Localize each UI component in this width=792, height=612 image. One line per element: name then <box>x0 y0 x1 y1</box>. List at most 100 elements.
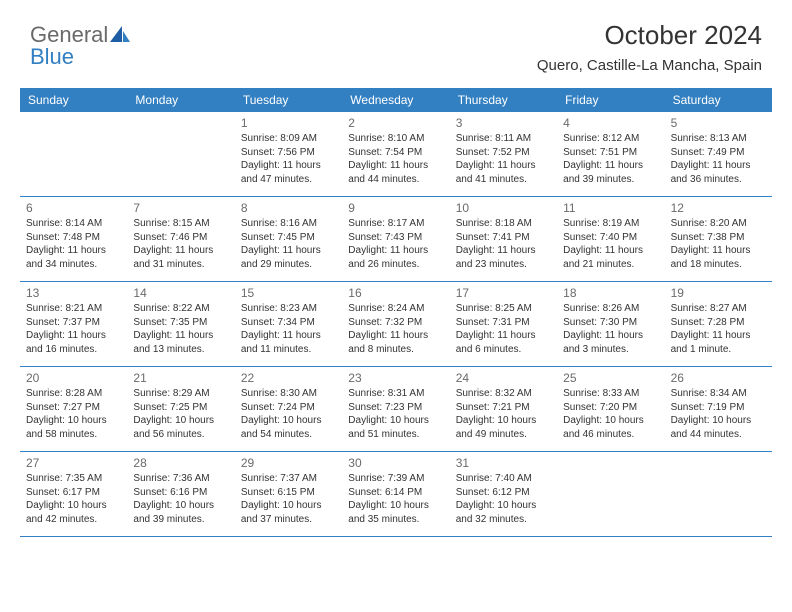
daylight-text: Daylight: 10 hours <box>671 414 766 428</box>
day-number: 7 <box>133 200 228 216</box>
calendar: Sunday Monday Tuesday Wednesday Thursday… <box>20 88 772 537</box>
sunset-text: Sunset: 7:49 PM <box>671 146 766 160</box>
day-header-cell: Wednesday <box>342 88 449 112</box>
daylight-text: Daylight: 11 hours <box>348 329 443 343</box>
calendar-cell: 7Sunrise: 8:15 AMSunset: 7:46 PMDaylight… <box>127 197 234 281</box>
week-row: 27Sunrise: 7:35 AMSunset: 6:17 PMDayligh… <box>20 452 772 537</box>
daylight-text: Daylight: 11 hours <box>456 244 551 258</box>
daylight-text: Daylight: 11 hours <box>671 159 766 173</box>
day-number: 9 <box>348 200 443 216</box>
sunrise-text: Sunrise: 8:16 AM <box>241 217 336 231</box>
calendar-cell: 30Sunrise: 7:39 AMSunset: 6:14 PMDayligh… <box>342 452 449 536</box>
daylight-text: Daylight: 11 hours <box>671 244 766 258</box>
daylight-text: and 26 minutes. <box>348 258 443 272</box>
calendar-cell: 14Sunrise: 8:22 AMSunset: 7:35 PMDayligh… <box>127 282 234 366</box>
calendar-cell: 29Sunrise: 7:37 AMSunset: 6:15 PMDayligh… <box>235 452 342 536</box>
sunset-text: Sunset: 7:20 PM <box>563 401 658 415</box>
daylight-text: Daylight: 11 hours <box>456 159 551 173</box>
daylight-text: and 11 minutes. <box>241 343 336 357</box>
daylight-text: and 44 minutes. <box>348 173 443 187</box>
day-number: 22 <box>241 370 336 386</box>
daylight-text: and 32 minutes. <box>456 513 551 527</box>
day-number: 18 <box>563 285 658 301</box>
sunset-text: Sunset: 7:54 PM <box>348 146 443 160</box>
sunrise-text: Sunrise: 8:27 AM <box>671 302 766 316</box>
sunrise-text: Sunrise: 8:19 AM <box>563 217 658 231</box>
daylight-text: Daylight: 11 hours <box>348 244 443 258</box>
daylight-text: and 41 minutes. <box>456 173 551 187</box>
brand-word2: Blue <box>30 44 74 69</box>
calendar-cell: 1Sunrise: 8:09 AMSunset: 7:56 PMDaylight… <box>235 112 342 196</box>
sunset-text: Sunset: 7:19 PM <box>671 401 766 415</box>
calendar-cell: 18Sunrise: 8:26 AMSunset: 7:30 PMDayligh… <box>557 282 664 366</box>
calendar-cell: 13Sunrise: 8:21 AMSunset: 7:37 PMDayligh… <box>20 282 127 366</box>
calendar-cell: 22Sunrise: 8:30 AMSunset: 7:24 PMDayligh… <box>235 367 342 451</box>
sunrise-text: Sunrise: 8:17 AM <box>348 217 443 231</box>
sunset-text: Sunset: 7:41 PM <box>456 231 551 245</box>
daylight-text: Daylight: 11 hours <box>563 159 658 173</box>
calendar-cell: 21Sunrise: 8:29 AMSunset: 7:25 PMDayligh… <box>127 367 234 451</box>
sunrise-text: Sunrise: 8:31 AM <box>348 387 443 401</box>
daylight-text: Daylight: 11 hours <box>241 329 336 343</box>
sunset-text: Sunset: 6:14 PM <box>348 486 443 500</box>
daylight-text: Daylight: 10 hours <box>133 499 228 513</box>
calendar-cell: 25Sunrise: 8:33 AMSunset: 7:20 PMDayligh… <box>557 367 664 451</box>
sunset-text: Sunset: 7:35 PM <box>133 316 228 330</box>
daylight-text: and 49 minutes. <box>456 428 551 442</box>
sunrise-text: Sunrise: 8:09 AM <box>241 132 336 146</box>
calendar-cell: 8Sunrise: 8:16 AMSunset: 7:45 PMDaylight… <box>235 197 342 281</box>
calendar-cell: 26Sunrise: 8:34 AMSunset: 7:19 PMDayligh… <box>665 367 772 451</box>
sunrise-text: Sunrise: 7:40 AM <box>456 472 551 486</box>
sunrise-text: Sunrise: 8:29 AM <box>133 387 228 401</box>
sunrise-text: Sunrise: 8:18 AM <box>456 217 551 231</box>
calendar-cell: 16Sunrise: 8:24 AMSunset: 7:32 PMDayligh… <box>342 282 449 366</box>
daylight-text: and 6 minutes. <box>456 343 551 357</box>
sunset-text: Sunset: 7:38 PM <box>671 231 766 245</box>
day-number: 10 <box>456 200 551 216</box>
week-row: 6Sunrise: 8:14 AMSunset: 7:48 PMDaylight… <box>20 197 772 282</box>
calendar-cell-empty <box>20 112 127 196</box>
calendar-cell: 11Sunrise: 8:19 AMSunset: 7:40 PMDayligh… <box>557 197 664 281</box>
sunset-text: Sunset: 7:23 PM <box>348 401 443 415</box>
sunrise-text: Sunrise: 8:15 AM <box>133 217 228 231</box>
sunset-text: Sunset: 7:21 PM <box>456 401 551 415</box>
sunrise-text: Sunrise: 8:30 AM <box>241 387 336 401</box>
day-header-cell: Saturday <box>665 88 772 112</box>
day-number: 19 <box>671 285 766 301</box>
sunset-text: Sunset: 7:31 PM <box>456 316 551 330</box>
day-number: 16 <box>348 285 443 301</box>
calendar-cell: 27Sunrise: 7:35 AMSunset: 6:17 PMDayligh… <box>20 452 127 536</box>
daylight-text: and 58 minutes. <box>26 428 121 442</box>
daylight-text: and 44 minutes. <box>671 428 766 442</box>
daylight-text: Daylight: 11 hours <box>26 329 121 343</box>
daylight-text: and 39 minutes. <box>133 513 228 527</box>
sunrise-text: Sunrise: 7:37 AM <box>241 472 336 486</box>
day-number: 11 <box>563 200 658 216</box>
day-number: 5 <box>671 115 766 131</box>
calendar-cell: 12Sunrise: 8:20 AMSunset: 7:38 PMDayligh… <box>665 197 772 281</box>
day-number: 21 <box>133 370 228 386</box>
day-number: 2 <box>348 115 443 131</box>
sunset-text: Sunset: 6:16 PM <box>133 486 228 500</box>
daylight-text: and 51 minutes. <box>348 428 443 442</box>
daylight-text: and 13 minutes. <box>133 343 228 357</box>
day-header-cell: Thursday <box>450 88 557 112</box>
daylight-text: and 23 minutes. <box>456 258 551 272</box>
week-row: 20Sunrise: 8:28 AMSunset: 7:27 PMDayligh… <box>20 367 772 452</box>
calendar-cell: 2Sunrise: 8:10 AMSunset: 7:54 PMDaylight… <box>342 112 449 196</box>
day-number: 17 <box>456 285 551 301</box>
day-number: 3 <box>456 115 551 131</box>
sunset-text: Sunset: 6:17 PM <box>26 486 121 500</box>
sunrise-text: Sunrise: 8:32 AM <box>456 387 551 401</box>
daylight-text: and 34 minutes. <box>26 258 121 272</box>
sunset-text: Sunset: 7:24 PM <box>241 401 336 415</box>
sunrise-text: Sunrise: 8:12 AM <box>563 132 658 146</box>
daylight-text: Daylight: 10 hours <box>348 414 443 428</box>
calendar-cell: 17Sunrise: 8:25 AMSunset: 7:31 PMDayligh… <box>450 282 557 366</box>
sunset-text: Sunset: 7:56 PM <box>241 146 336 160</box>
day-header-cell: Sunday <box>20 88 127 112</box>
daylight-text: Daylight: 11 hours <box>563 244 658 258</box>
day-number: 31 <box>456 455 551 471</box>
daylight-text: and 42 minutes. <box>26 513 121 527</box>
sunset-text: Sunset: 7:28 PM <box>671 316 766 330</box>
